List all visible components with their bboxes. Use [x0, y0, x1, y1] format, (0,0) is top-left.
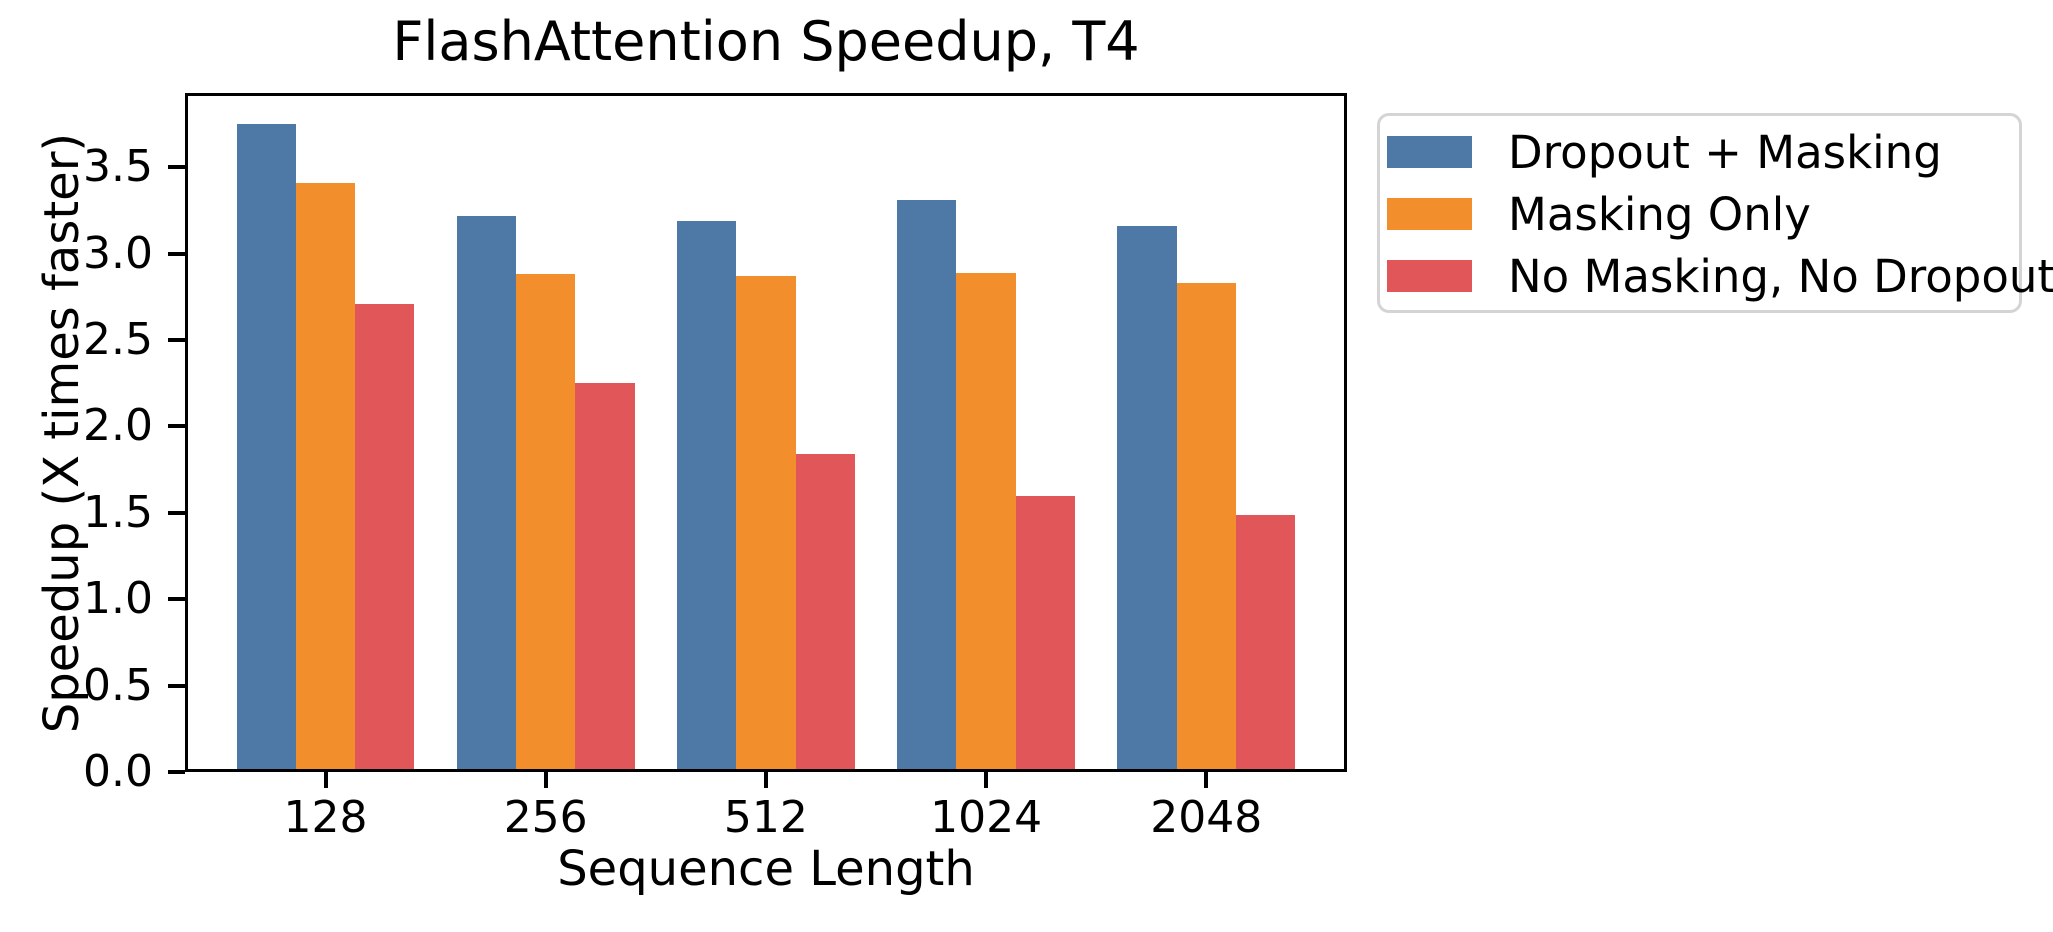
legend-swatch — [1387, 198, 1472, 230]
bar — [355, 303, 415, 772]
y-tick-mark — [168, 510, 185, 515]
x-tick-mark — [543, 772, 548, 788]
bar — [736, 276, 796, 772]
bar — [516, 274, 576, 772]
x-tick-label: 128 — [283, 792, 368, 843]
legend-item: Masking Only — [1387, 183, 2019, 245]
bar — [575, 383, 635, 772]
x-tick-mark — [323, 772, 328, 788]
y-tick-label: 1.5 — [83, 486, 153, 538]
bar — [1235, 514, 1296, 772]
bar — [795, 454, 855, 772]
legend: Dropout + Masking Masking Only No Masking,… — [1377, 113, 2053, 313]
y-tick-label: 3.5 — [83, 141, 153, 193]
x-tick-label: 512 — [723, 792, 808, 843]
x-tick-mark — [984, 772, 989, 788]
y-tick-label: 2.5 — [83, 314, 153, 366]
x-tick-label: 1024 — [930, 792, 1043, 843]
legend-label: Dropout + Masking — [1508, 125, 1942, 179]
x-tick-label: 256 — [503, 792, 588, 843]
plot-spine-bottom — [185, 769, 1347, 772]
bar — [1176, 283, 1236, 772]
y-tick-label: 0.5 — [83, 659, 153, 711]
y-tick-mark — [168, 597, 185, 602]
bar — [295, 182, 356, 772]
legend-label: Masking Only — [1508, 187, 1811, 241]
legend-label: No Masking, No Dropout — [1508, 249, 2053, 303]
plot-spine-right — [1344, 93, 1347, 772]
y-tick-mark — [168, 424, 185, 429]
bar — [236, 124, 296, 772]
x-tick-mark — [763, 772, 768, 788]
bar — [1117, 226, 1177, 772]
bar — [897, 200, 957, 772]
y-tick-mark — [168, 338, 185, 343]
legend-swatch — [1387, 260, 1472, 292]
x-tick-mark — [1204, 772, 1209, 788]
legend-item: Dropout + Masking — [1387, 121, 2019, 183]
bar — [676, 220, 737, 772]
y-tick-label: 3.0 — [83, 227, 153, 279]
legend-item: No Masking, No Dropout — [1387, 245, 2053, 307]
y-tick-label: 1.0 — [83, 573, 153, 625]
plot-spine-left — [185, 93, 188, 772]
legend-swatch — [1387, 136, 1472, 168]
plot-spine-top — [185, 93, 1347, 96]
plot-area: 0.0 0.5 1.0 1.5 2.0 2.5 3.0 3.5 128 256 512 1024 204… — [83, 93, 1347, 842]
y-tick-mark — [168, 251, 185, 256]
y-tick-mark — [168, 770, 185, 774]
bar — [956, 272, 1016, 772]
chart-title: FlashAttention Speedup, T4 — [392, 10, 1140, 73]
y-tick-mark — [168, 165, 185, 170]
x-tick-label: 2048 — [1150, 792, 1263, 843]
bar — [1015, 495, 1076, 772]
y-tick-label: 2.0 — [83, 400, 153, 452]
y-tick-label: 0.0 — [83, 746, 153, 797]
bar — [456, 215, 517, 772]
x-axis-label: Sequence Length — [557, 841, 975, 897]
y-tick-mark — [168, 683, 185, 688]
